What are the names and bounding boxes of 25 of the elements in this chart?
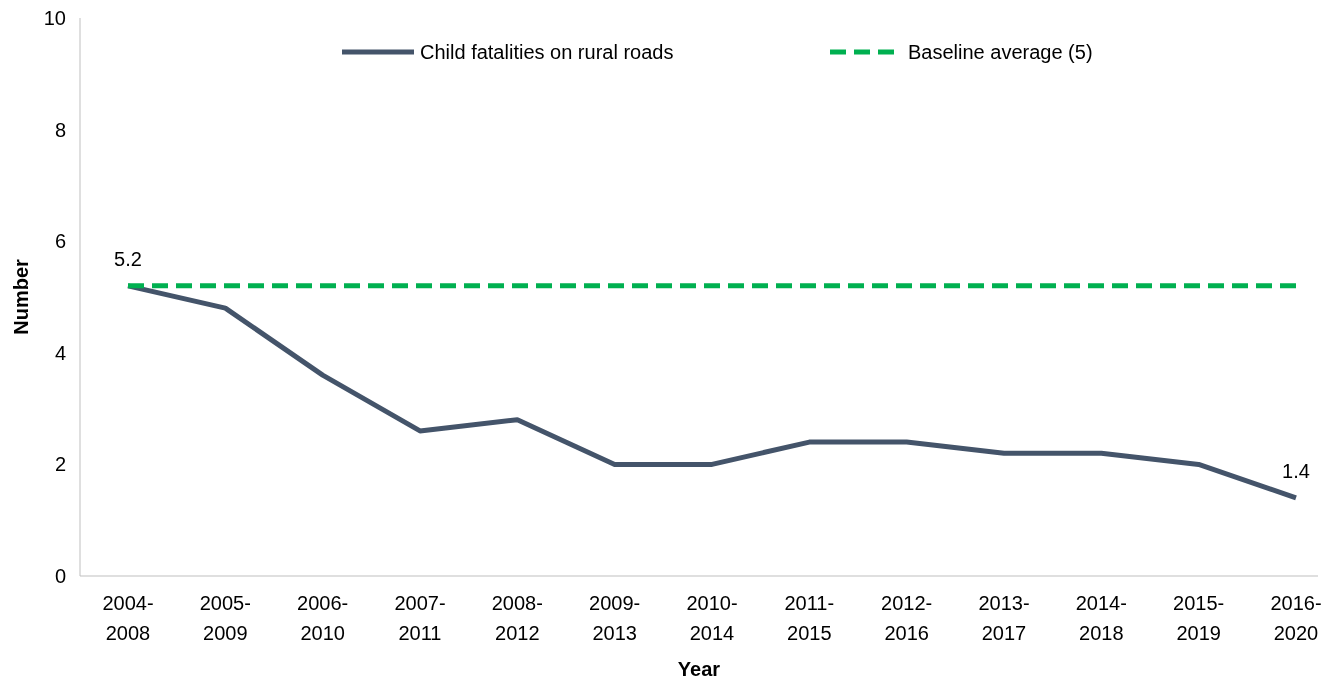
legend-label: Baseline average (5)	[908, 41, 1093, 63]
legend-label: Child fatalities on rural roads	[420, 41, 674, 63]
x-tick-label: 2011-2015	[784, 592, 835, 644]
y-tick-label: 8	[54, 118, 66, 141]
y-tick-label: 10	[43, 7, 66, 29]
x-tick-label: 2005-2009	[199, 592, 251, 644]
x-tick-label: 2009-2013	[589, 592, 641, 644]
data-label: 1.4	[1282, 459, 1310, 482]
x-tick-label: 2014-2018	[1075, 592, 1127, 644]
x-axis-title: Year	[677, 658, 721, 680]
y-tick-label: 4	[54, 341, 66, 364]
x-tick-label: 2015-2019	[1173, 592, 1225, 644]
data-label: 5.2	[114, 247, 142, 270]
x-tick-label: 2010-2014	[686, 592, 738, 644]
x-tick-label: 2012-2016	[881, 592, 933, 644]
x-tick-label: 2008-2012	[491, 592, 543, 644]
x-tick-label: 2016-2020	[1270, 592, 1322, 644]
x-tick-label: 2007-2011	[394, 592, 446, 644]
x-tick-label: 2013-2017	[978, 592, 1030, 644]
y-tick-label: 6	[54, 230, 66, 253]
y-tick-label: 2	[54, 453, 66, 476]
x-tick-label: 2004-2008	[102, 592, 154, 644]
x-tick-label: 2006-2010	[297, 592, 349, 644]
y-tick-label: 0	[54, 565, 66, 587]
y-axis-title: Number	[10, 259, 32, 335]
